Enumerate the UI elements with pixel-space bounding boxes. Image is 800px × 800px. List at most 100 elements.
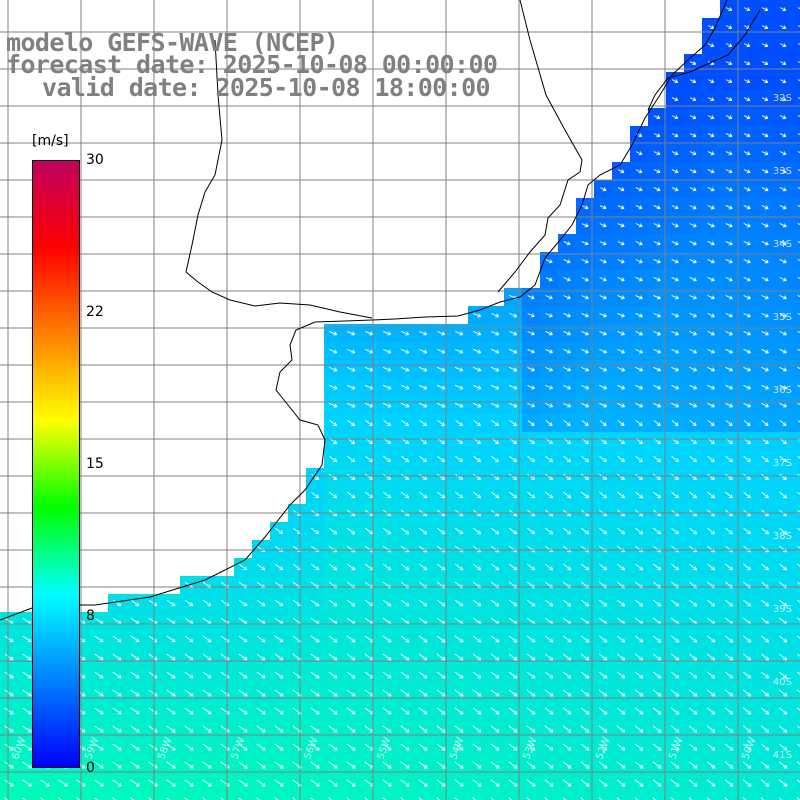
wind-arrow (617, 527, 626, 535)
wind-arrow (473, 491, 482, 499)
wind-arrow (706, 797, 711, 800)
wind-arrow (796, 761, 800, 765)
wind-arrow (112, 797, 117, 800)
wind-arrow (796, 797, 800, 800)
wind-arrow (653, 384, 662, 390)
wind-cell (792, 378, 800, 397)
wind-arrow (653, 330, 661, 336)
wind-arrow (4, 779, 14, 787)
wind-arrow (419, 491, 428, 499)
wind-arrow (472, 599, 482, 607)
wind-arrow (454, 689, 464, 697)
wind-arrow (671, 187, 679, 192)
wind-cell (792, 0, 800, 19)
wind-arrow (779, 241, 787, 246)
wind-arrow (581, 384, 590, 390)
lat-label: 37S (773, 458, 792, 469)
wind-arrow (490, 689, 500, 697)
wind-arrow (94, 779, 104, 787)
wind-arrow (797, 61, 800, 64)
wind-arrow (635, 491, 643, 499)
wind-arrow (130, 671, 140, 679)
wind-arrow (545, 259, 553, 264)
wind-arrow (419, 455, 428, 463)
wind-arrow (581, 241, 589, 246)
wind-arrow (671, 330, 679, 336)
wind-cell (792, 522, 800, 541)
wind-arrow (617, 241, 625, 246)
wind-cell (792, 756, 800, 775)
wind-arrow (509, 312, 518, 318)
wind-arrow (599, 330, 607, 336)
wind-arrow (184, 761, 194, 769)
wind-arrow (382, 671, 392, 679)
wind-arrow (671, 348, 679, 354)
wind-arrow (688, 671, 698, 679)
wind-arrow (508, 725, 518, 733)
wind-arrow (436, 689, 446, 697)
wind-arrow (797, 402, 800, 406)
wind-arrow (797, 653, 800, 657)
wind-arrow (581, 366, 589, 372)
wind-arrow (256, 689, 266, 697)
wind-arrow (274, 635, 284, 643)
wind-arrow (580, 689, 590, 697)
wind-arrow (508, 689, 518, 697)
wind-arrow (22, 671, 32, 679)
wind-arrow (526, 707, 536, 715)
wind-arrow (634, 761, 644, 769)
wind-arrow (436, 527, 446, 535)
wind-arrow (779, 7, 787, 12)
wind-arrow (490, 653, 500, 661)
wind-arrow (472, 743, 482, 751)
wind-arrow (797, 276, 800, 280)
wind-arrow (761, 223, 769, 228)
wind-arrow (742, 761, 752, 769)
wind-arrow (616, 761, 626, 769)
wind-arrow (617, 330, 625, 336)
wind-arrow (635, 295, 643, 300)
wind-arrow (652, 725, 662, 733)
wind-arrow (112, 653, 122, 661)
wind-arrow (274, 743, 284, 751)
wind-arrow (365, 419, 373, 427)
wind-arrow (94, 743, 104, 751)
wind-arrow (563, 527, 572, 535)
wind-arrow (401, 491, 410, 499)
wind-cell (792, 432, 800, 451)
wind-arrow (526, 635, 536, 643)
wind-arrow (725, 563, 734, 571)
wind-arrow (202, 743, 212, 751)
wind-arrow (581, 491, 590, 499)
wind-arrow (562, 653, 572, 661)
wind-arrow (761, 348, 769, 354)
wind-arrow (563, 420, 571, 426)
wind-arrow (688, 743, 698, 751)
wind-arrow (743, 635, 752, 643)
wind-arrow (743, 366, 751, 372)
wind-arrow (725, 635, 734, 643)
wind-arrow (310, 689, 320, 697)
wind-arrow (724, 761, 734, 769)
wind-arrow (652, 635, 662, 643)
wind-arrow (725, 169, 733, 174)
wind-arrow (545, 367, 553, 372)
wind-arrow (617, 420, 625, 427)
wind-arrow (689, 223, 697, 228)
colorbar-unit: [m/s] (32, 133, 69, 149)
wind-arrow (707, 366, 715, 372)
wind-arrow (472, 384, 482, 390)
wind-arrow (509, 419, 517, 427)
wind-arrow (635, 151, 643, 156)
wind-arrow (761, 599, 770, 607)
wind-arrow (599, 420, 607, 427)
wind-cell (162, 792, 181, 800)
wind-arrow (490, 563, 500, 571)
wind-arrow (599, 259, 607, 264)
wind-arrow (94, 725, 104, 733)
wind-arrow (112, 743, 122, 751)
wind-arrow (527, 367, 535, 372)
wind-arrow (400, 563, 410, 571)
wind-arrow (580, 671, 590, 679)
wind-cell (342, 792, 361, 800)
